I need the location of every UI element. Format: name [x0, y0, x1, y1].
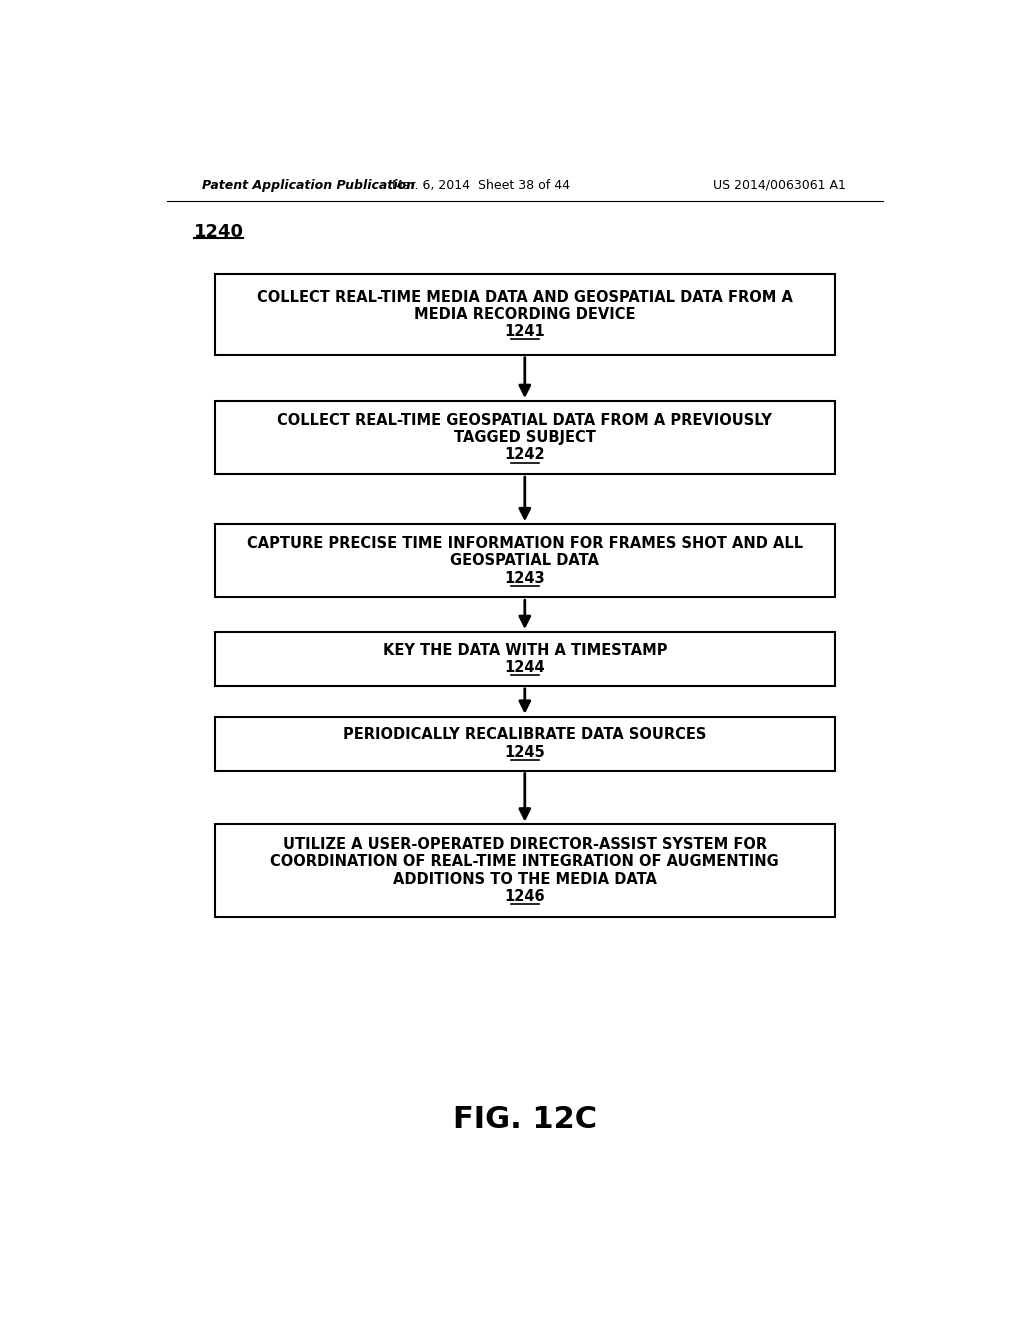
Text: 1241: 1241: [505, 325, 545, 339]
FancyBboxPatch shape: [215, 275, 835, 355]
Text: Mar. 6, 2014  Sheet 38 of 44: Mar. 6, 2014 Sheet 38 of 44: [391, 178, 569, 191]
Text: PERIODICALLY RECALIBRATE DATA SOURCES: PERIODICALLY RECALIBRATE DATA SOURCES: [343, 727, 707, 742]
Text: 1244: 1244: [505, 660, 545, 675]
Text: MEDIA RECORDING DEVICE: MEDIA RECORDING DEVICE: [414, 306, 636, 322]
Text: 1240: 1240: [194, 223, 244, 240]
Text: US 2014/0063061 A1: US 2014/0063061 A1: [713, 178, 846, 191]
Text: FIG. 12C: FIG. 12C: [453, 1105, 597, 1134]
Text: ADDITIONS TO THE MEDIA DATA: ADDITIONS TO THE MEDIA DATA: [393, 871, 656, 887]
Text: COLLECT REAL-TIME MEDIA DATA AND GEOSPATIAL DATA FROM A: COLLECT REAL-TIME MEDIA DATA AND GEOSPAT…: [257, 289, 793, 305]
Text: UTILIZE A USER-OPERATED DIRECTOR-ASSIST SYSTEM FOR: UTILIZE A USER-OPERATED DIRECTOR-ASSIST …: [283, 837, 767, 853]
Text: KEY THE DATA WITH A TIMESTAMP: KEY THE DATA WITH A TIMESTAMP: [383, 643, 667, 657]
Text: 1246: 1246: [505, 890, 545, 904]
Text: 1243: 1243: [505, 570, 545, 586]
Text: 1242: 1242: [505, 447, 545, 462]
FancyBboxPatch shape: [215, 401, 835, 474]
Text: TAGGED SUBJECT: TAGGED SUBJECT: [454, 430, 596, 445]
FancyBboxPatch shape: [215, 632, 835, 686]
Text: CAPTURE PRECISE TIME INFORMATION FOR FRAMES SHOT AND ALL: CAPTURE PRECISE TIME INFORMATION FOR FRA…: [247, 536, 803, 550]
Text: COLLECT REAL-TIME GEOSPATIAL DATA FROM A PREVIOUSLY: COLLECT REAL-TIME GEOSPATIAL DATA FROM A…: [278, 413, 772, 428]
FancyBboxPatch shape: [215, 717, 835, 771]
Text: COORDINATION OF REAL-TIME INTEGRATION OF AUGMENTING: COORDINATION OF REAL-TIME INTEGRATION OF…: [270, 854, 779, 870]
Text: 1245: 1245: [505, 744, 545, 760]
Text: GEOSPATIAL DATA: GEOSPATIAL DATA: [451, 553, 599, 568]
FancyBboxPatch shape: [215, 524, 835, 598]
Text: Patent Application Publication: Patent Application Publication: [202, 178, 415, 191]
FancyBboxPatch shape: [215, 825, 835, 917]
